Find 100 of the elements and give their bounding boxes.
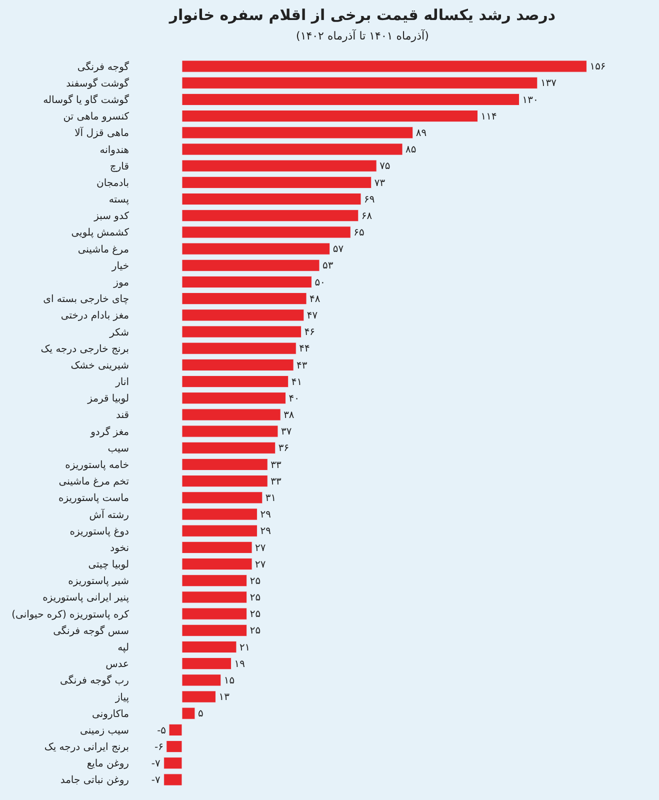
data-label: ۲۷: [255, 559, 266, 570]
bar: [182, 110, 478, 122]
data-label: ۱۹: [234, 658, 245, 670]
y-tick-label: کره پاستوریزه (کره حیوانی): [12, 609, 130, 620]
data-label: ۴۶: [304, 327, 316, 338]
data-label: ۴۳: [296, 360, 308, 372]
bar: [182, 425, 278, 438]
data-label: ۲۵: [250, 576, 261, 587]
data-label: ۷۵: [380, 161, 390, 172]
bar: [182, 458, 268, 471]
y-tick-label: شکر: [108, 327, 129, 338]
y-tick-label: پیاز: [114, 692, 130, 704]
data-label: ۳۱: [265, 492, 276, 504]
bar: [182, 591, 248, 604]
y-tick-label: خامه پاستوریزه: [65, 460, 129, 471]
bar: [182, 126, 414, 139]
bar: [164, 757, 182, 770]
y-tick-label: ماست پاستوریزه: [58, 493, 129, 504]
y-tick-label: رب گوجه فرنگی: [60, 674, 130, 687]
bar: [182, 210, 359, 222]
y-tick-label: گوشت گوسفند: [66, 77, 130, 90]
bar: [182, 143, 403, 156]
bar: [182, 608, 248, 620]
bar: [182, 442, 276, 454]
data-label: ۱۵۶: [590, 62, 606, 73]
y-tick-label: گوشت گاو یا گوساله: [43, 94, 130, 106]
y-tick-label: شیر پاستوریزه: [68, 576, 129, 588]
data-label: ۱۳: [218, 692, 230, 704]
data-label: ۴۷: [306, 310, 318, 322]
y-tick-label: قند: [116, 410, 130, 422]
bar: [182, 259, 320, 272]
y-tick-label: کشمش پلویی: [71, 228, 130, 239]
bar: [182, 658, 232, 670]
data-label: ۵۰: [314, 277, 326, 288]
bar: [182, 541, 252, 554]
y-tick-label: روغن مایع: [86, 758, 130, 770]
y-tick-label: شیرینی خشک: [70, 360, 129, 372]
data-label: ۵۳: [322, 260, 334, 272]
data-label: ۶۹: [364, 194, 375, 206]
y-tick-label: مغز بادام درختی: [60, 310, 129, 322]
data-label: ۴۱: [291, 376, 302, 388]
bar: [182, 392, 286, 404]
data-label: ۸۵: [406, 144, 416, 156]
y-tick-label: سیب زمینی: [80, 725, 129, 736]
data-label: ۱۳۰: [522, 94, 538, 106]
bar: [182, 358, 294, 371]
y-tick-label: مرغ ماشینی: [78, 244, 129, 256]
chart-title: درصد رشد یکساله قیمت برخی از اقلام سفره خانوار: [168, 6, 556, 24]
y-tick-label: کنسرو ماهی تن: [63, 112, 130, 123]
data-label: ۲۹: [260, 526, 271, 538]
data-label: ۵: [198, 708, 204, 720]
bar: [182, 176, 372, 188]
data-label: ۵۷: [332, 244, 344, 256]
y-tick-label: برنج ایرانی درجه یک: [44, 742, 129, 754]
bar: [182, 674, 222, 686]
y-tick-label: لوبیا چیتی: [88, 560, 129, 571]
data-label: -۵: [157, 725, 166, 736]
bar: [182, 375, 289, 388]
bar: [182, 160, 377, 172]
bar: [182, 508, 258, 520]
y-tick-label: پسته: [108, 194, 130, 206]
data-label: -۷: [151, 775, 162, 786]
bar: [182, 309, 304, 322]
y-tick-label: هندوانه: [100, 144, 129, 156]
bar: [182, 492, 263, 504]
data-label: ۲۵: [250, 609, 261, 620]
y-tick-label: عدس: [106, 659, 129, 670]
y-tick-label: بادمجان: [96, 178, 129, 189]
y-tick-label: خیار: [110, 260, 129, 272]
y-tick-label: کدو سبز: [93, 211, 130, 222]
bar: [182, 524, 258, 537]
bar: [182, 574, 248, 587]
data-label: ۶۵: [354, 228, 364, 239]
chart-subtitle: (آذرماه ۱۴۰۱ تا آذرماه ۱۴۰۲): [296, 28, 429, 42]
y-tick-label: نخود: [110, 542, 129, 554]
y-tick-label: انار: [114, 377, 129, 388]
y-tick-label: موز: [112, 277, 129, 288]
y-tick-label: چای خارجی بسته ای: [43, 294, 129, 306]
bar: [182, 326, 302, 338]
data-label: ۳۳: [270, 476, 282, 488]
data-label: ۳۶: [278, 443, 290, 454]
data-label: ۳۸: [284, 410, 295, 422]
y-tick-label: سس گوجه فرنگی: [53, 624, 129, 637]
y-tick-label: گوجه فرنگی: [77, 60, 130, 73]
data-label: -۶: [154, 742, 164, 753]
bar: [182, 60, 587, 72]
bar: [182, 292, 307, 305]
bar: [182, 707, 196, 720]
data-label: ۱۵: [224, 675, 235, 686]
y-tick-label: ماهی قزل آلا: [74, 126, 129, 140]
data-label: ۴۴: [299, 344, 310, 355]
y-tick-label: لوبیا قرمز: [86, 394, 129, 405]
data-label: ۴۸: [310, 294, 321, 305]
data-label: ۳۷: [280, 426, 292, 438]
data-label: ۱۱۴: [480, 111, 497, 122]
bar: [182, 242, 330, 255]
bar: [164, 774, 182, 786]
y-tick-label: لپه: [118, 642, 129, 654]
bar: [182, 76, 538, 89]
y-tick-label: پنیر ایرانی پاستوریزه: [42, 592, 130, 604]
